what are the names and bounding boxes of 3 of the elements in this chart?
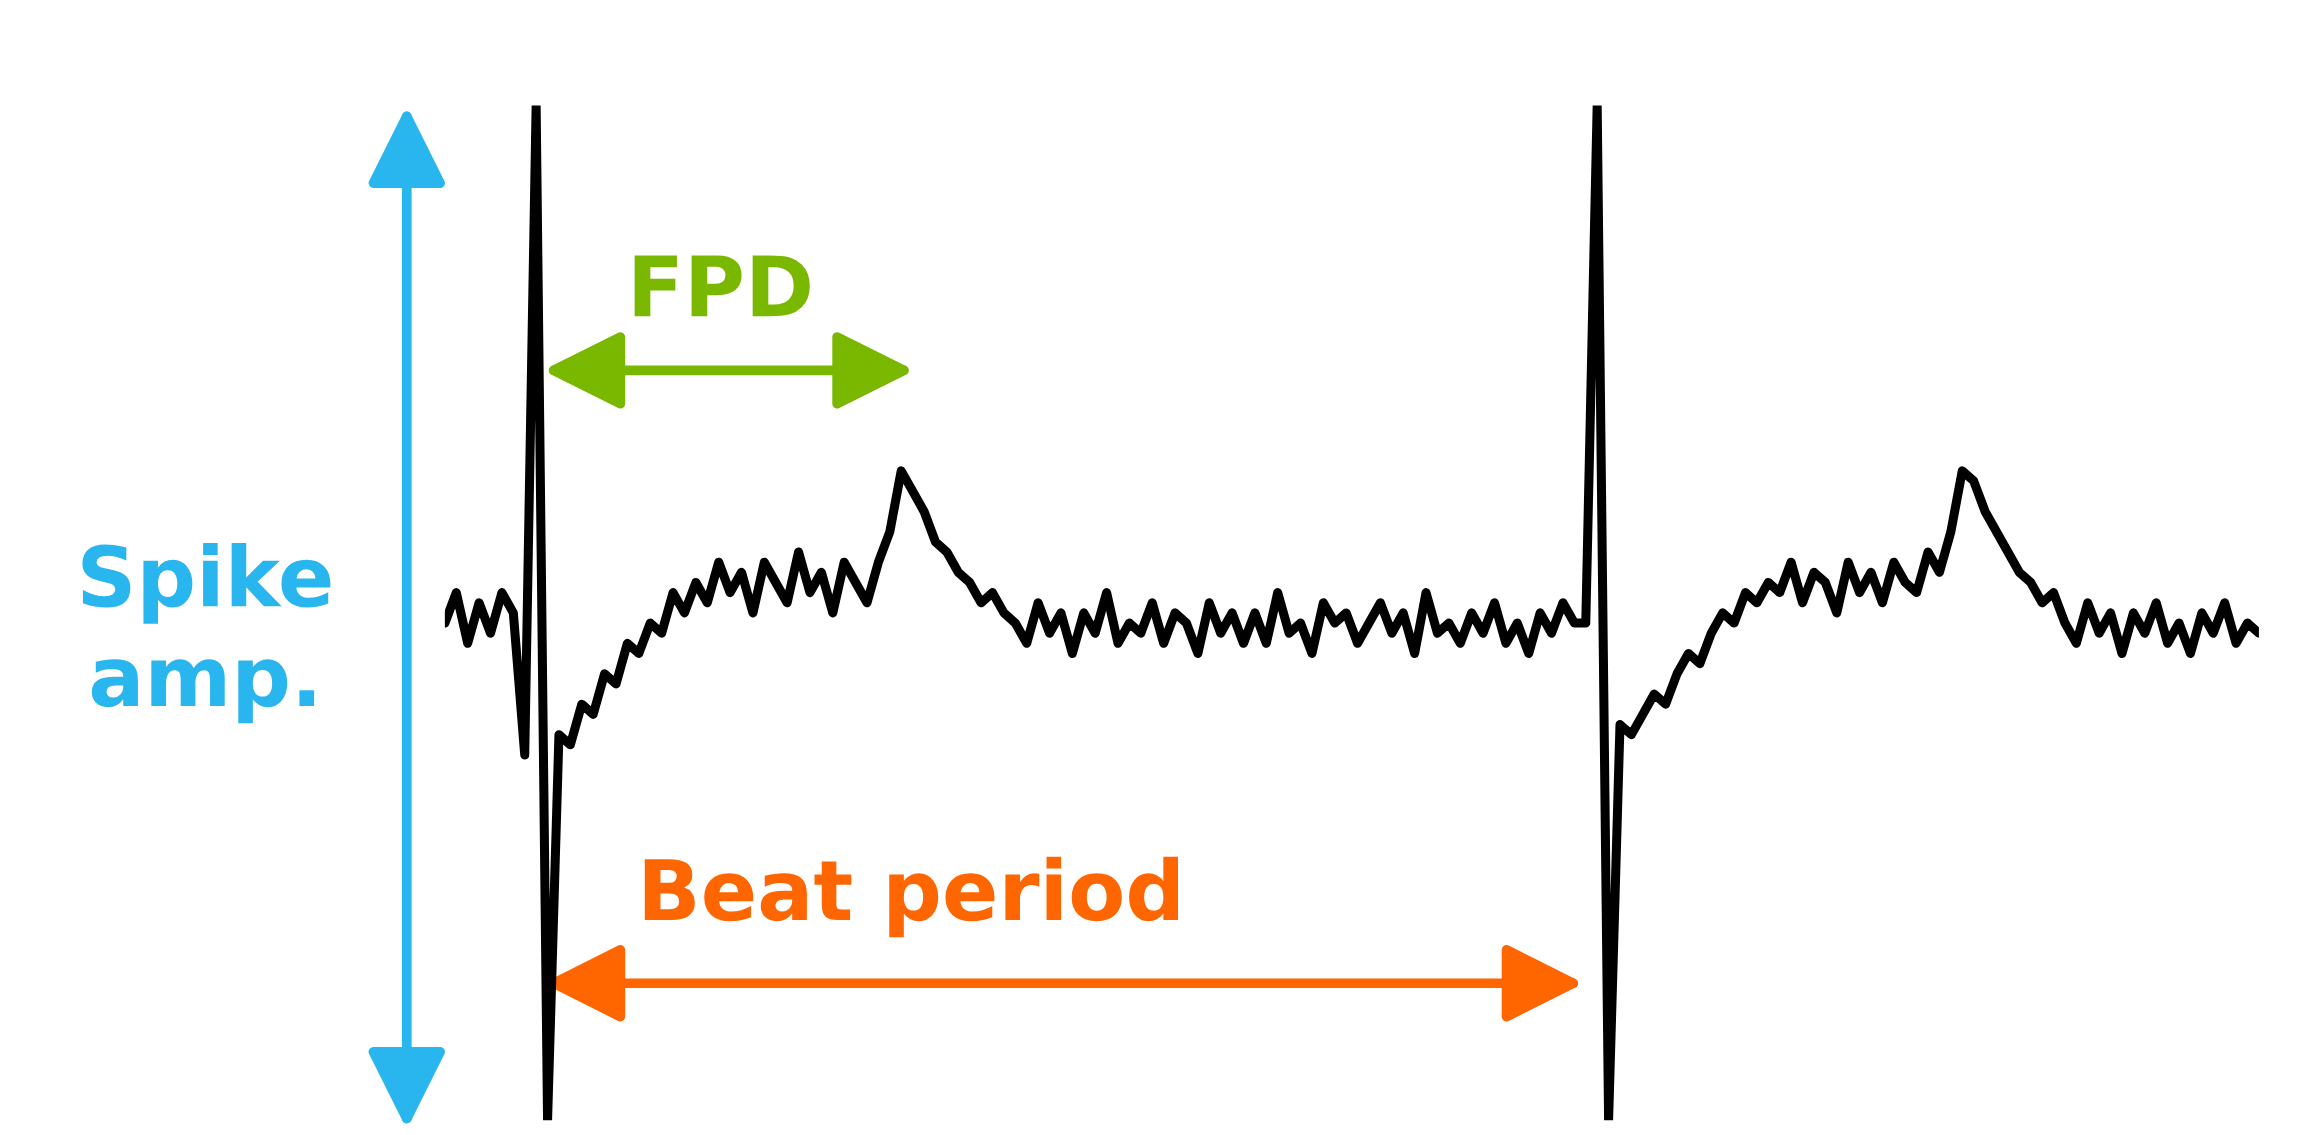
annotation: Beat period	[644, 856, 1178, 938]
text: Spike amp.	[82, 543, 331, 724]
annotation: FPD	[634, 255, 810, 317]
